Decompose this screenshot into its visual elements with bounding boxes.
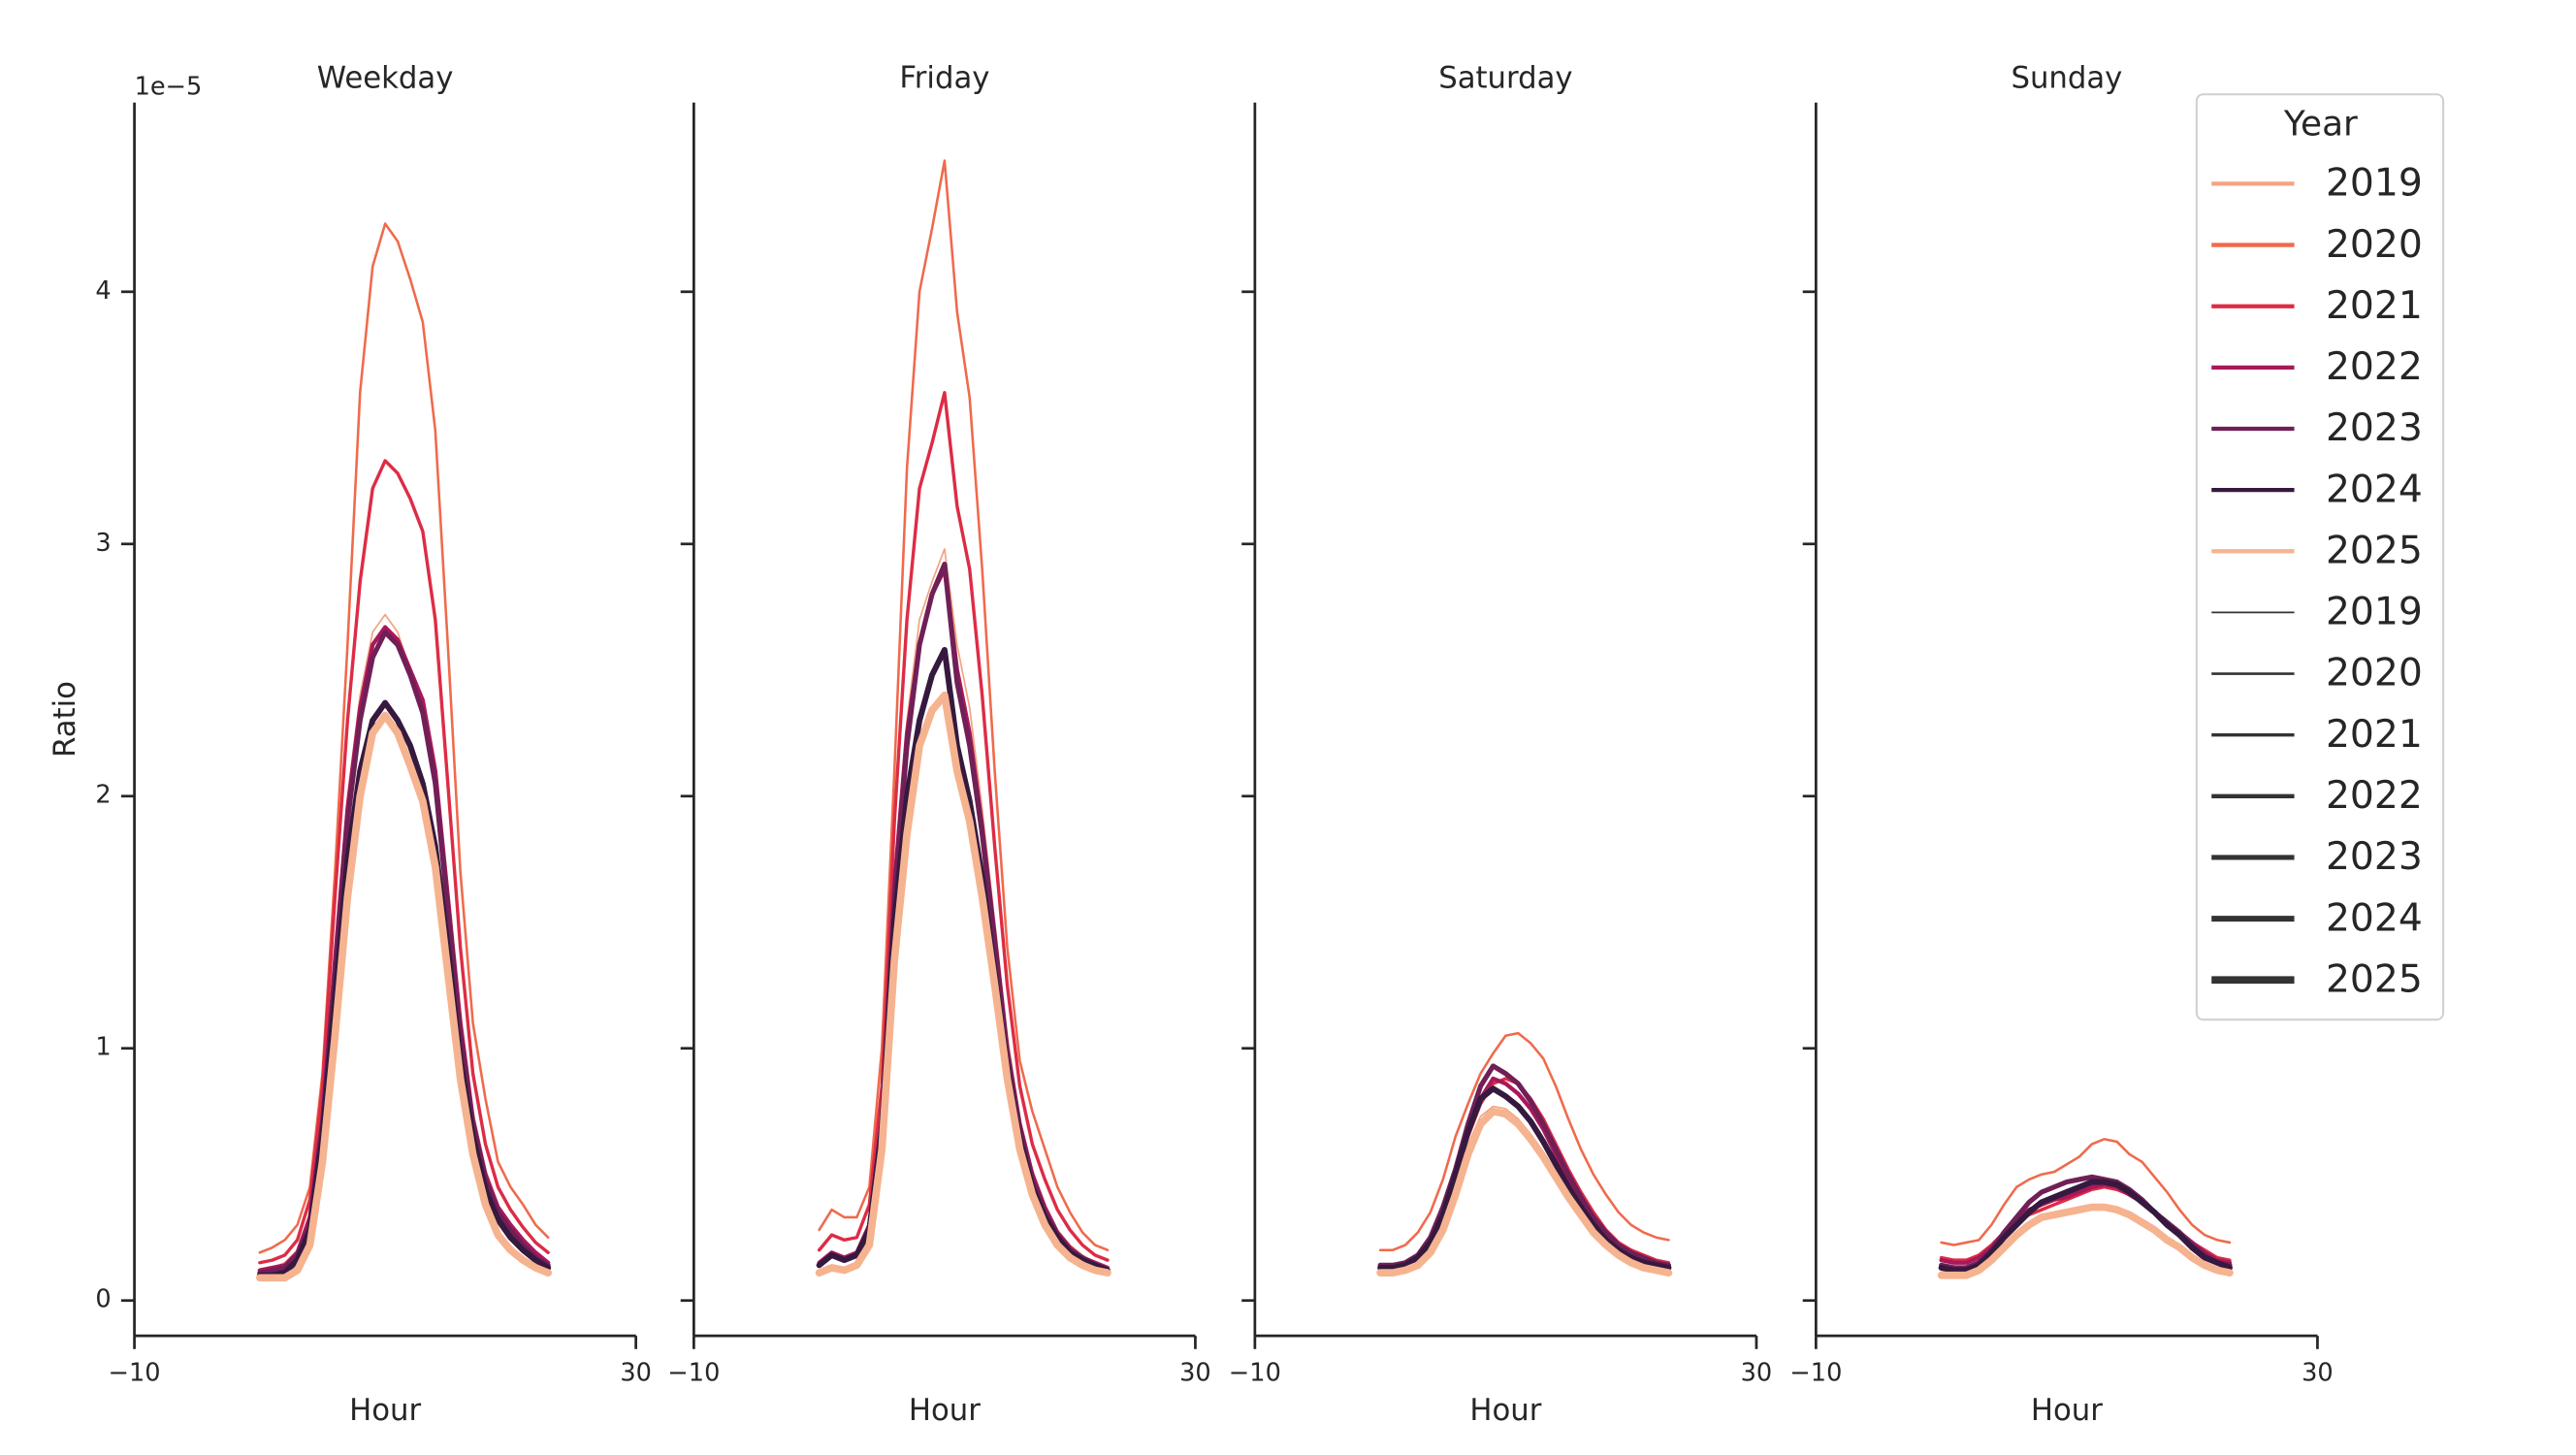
y-offset-label: 1e−5 [135, 72, 203, 101]
facet-title: Friday [899, 60, 989, 95]
x-axis-label: Hour [1469, 1393, 1541, 1428]
legend-label: 2023 [2326, 835, 2423, 879]
legend-label: 2019 [2326, 162, 2423, 206]
x-tick-label: −10 [1789, 1358, 1842, 1387]
facet: Sunday −10 30 Hour [1789, 60, 2333, 1428]
series-line [256, 711, 552, 1282]
x-axis-label: Hour [909, 1393, 981, 1428]
x-tick-label: 30 [1179, 1358, 1211, 1387]
series-line [1376, 1107, 1673, 1277]
facet: Friday −10 30 Hour [667, 60, 1210, 1428]
x-tick-label: −10 [1229, 1358, 1281, 1387]
x-tick-label: 30 [620, 1358, 652, 1387]
x-tick-label: −10 [667, 1358, 720, 1387]
series-line [1377, 1085, 1672, 1271]
series-line [258, 222, 550, 1254]
legend-label: 2021 [2326, 713, 2423, 757]
series-line [1378, 1077, 1671, 1268]
legend-box [2195, 93, 2445, 1021]
legend-title: Year [2283, 105, 2358, 145]
series-line [816, 646, 1111, 1274]
series-line [1937, 1203, 2234, 1279]
y-tick-label: 3 [95, 529, 111, 558]
x-axis-label: Hour [2031, 1393, 2103, 1428]
series-line [817, 562, 1111, 1274]
facet: Saturday −10 30 Hour [1229, 60, 1772, 1428]
y-tick-label: 2 [95, 781, 111, 810]
series-line [1377, 1063, 1672, 1268]
legend-label: 2024 [2326, 468, 2423, 511]
series-line [818, 548, 1109, 1269]
x-tick-label: 30 [1741, 1358, 1773, 1387]
legend-label: 2019 [2326, 591, 2423, 634]
legend-label: 2021 [2326, 284, 2423, 328]
series-line [817, 391, 1110, 1262]
y-tick-label: 4 [95, 276, 111, 306]
facet-title: Weekday [317, 60, 454, 95]
y-tick-label: 1 [95, 1033, 111, 1062]
series-line [1938, 1179, 2233, 1274]
legend-label: 2022 [2326, 345, 2423, 389]
series-line [1378, 1076, 1671, 1268]
legend-label: 2022 [2326, 774, 2423, 818]
x-tick-label: 30 [2302, 1358, 2334, 1387]
y-axis-label: Ratio [48, 681, 82, 758]
y-tick-label: 0 [95, 1285, 111, 1314]
series-line [1378, 1031, 1670, 1252]
legend-label: 2023 [2326, 406, 2423, 450]
x-axis-label: Hour [349, 1393, 421, 1428]
series-line [256, 699, 552, 1278]
facet-title: Saturday [1438, 60, 1572, 95]
legend-label: 2024 [2326, 896, 2423, 940]
legend: Year 2019 2020 2021 2022 2023 2024 2025 2019 2020… [2195, 93, 2445, 1021]
legend-label: 2025 [2326, 957, 2423, 1001]
x-tick-label: −10 [109, 1358, 161, 1387]
series-line [815, 691, 1111, 1277]
series-line [258, 459, 550, 1265]
legend-label: 2025 [2326, 529, 2423, 572]
series-line [258, 613, 550, 1272]
facet: Weekday 0 1 2 3 4 −10 30 Hour Ratio 1e−5 [48, 60, 652, 1428]
legend-label: 2020 [2326, 223, 2423, 267]
series-line [1940, 1138, 2232, 1246]
legend-label: 2020 [2326, 652, 2423, 695]
series-line [818, 159, 1110, 1252]
facet-title: Sunday [2011, 60, 2122, 95]
